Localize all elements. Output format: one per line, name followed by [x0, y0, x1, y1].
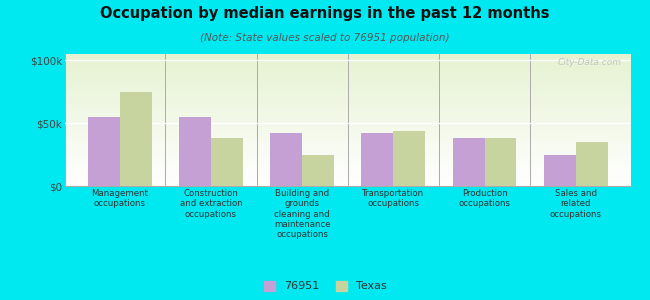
Legend: 76951, Texas: 76951, Texas [264, 281, 386, 291]
Text: (Note: State values scaled to 76951 population): (Note: State values scaled to 76951 popu… [200, 33, 450, 43]
Text: Occupation by median earnings in the past 12 months: Occupation by median earnings in the pas… [100, 6, 550, 21]
Bar [393, 131, 425, 186]
Bar [88, 117, 120, 186]
Bar [361, 133, 393, 186]
Bar [120, 92, 151, 186]
Bar [576, 142, 608, 186]
Bar [484, 138, 517, 186]
Bar [544, 154, 576, 186]
Bar [179, 117, 211, 186]
Text: City-Data.com: City-Data.com [558, 58, 622, 67]
Bar [302, 154, 334, 186]
Bar [211, 138, 243, 186]
Bar [452, 138, 484, 186]
Bar [270, 133, 302, 186]
